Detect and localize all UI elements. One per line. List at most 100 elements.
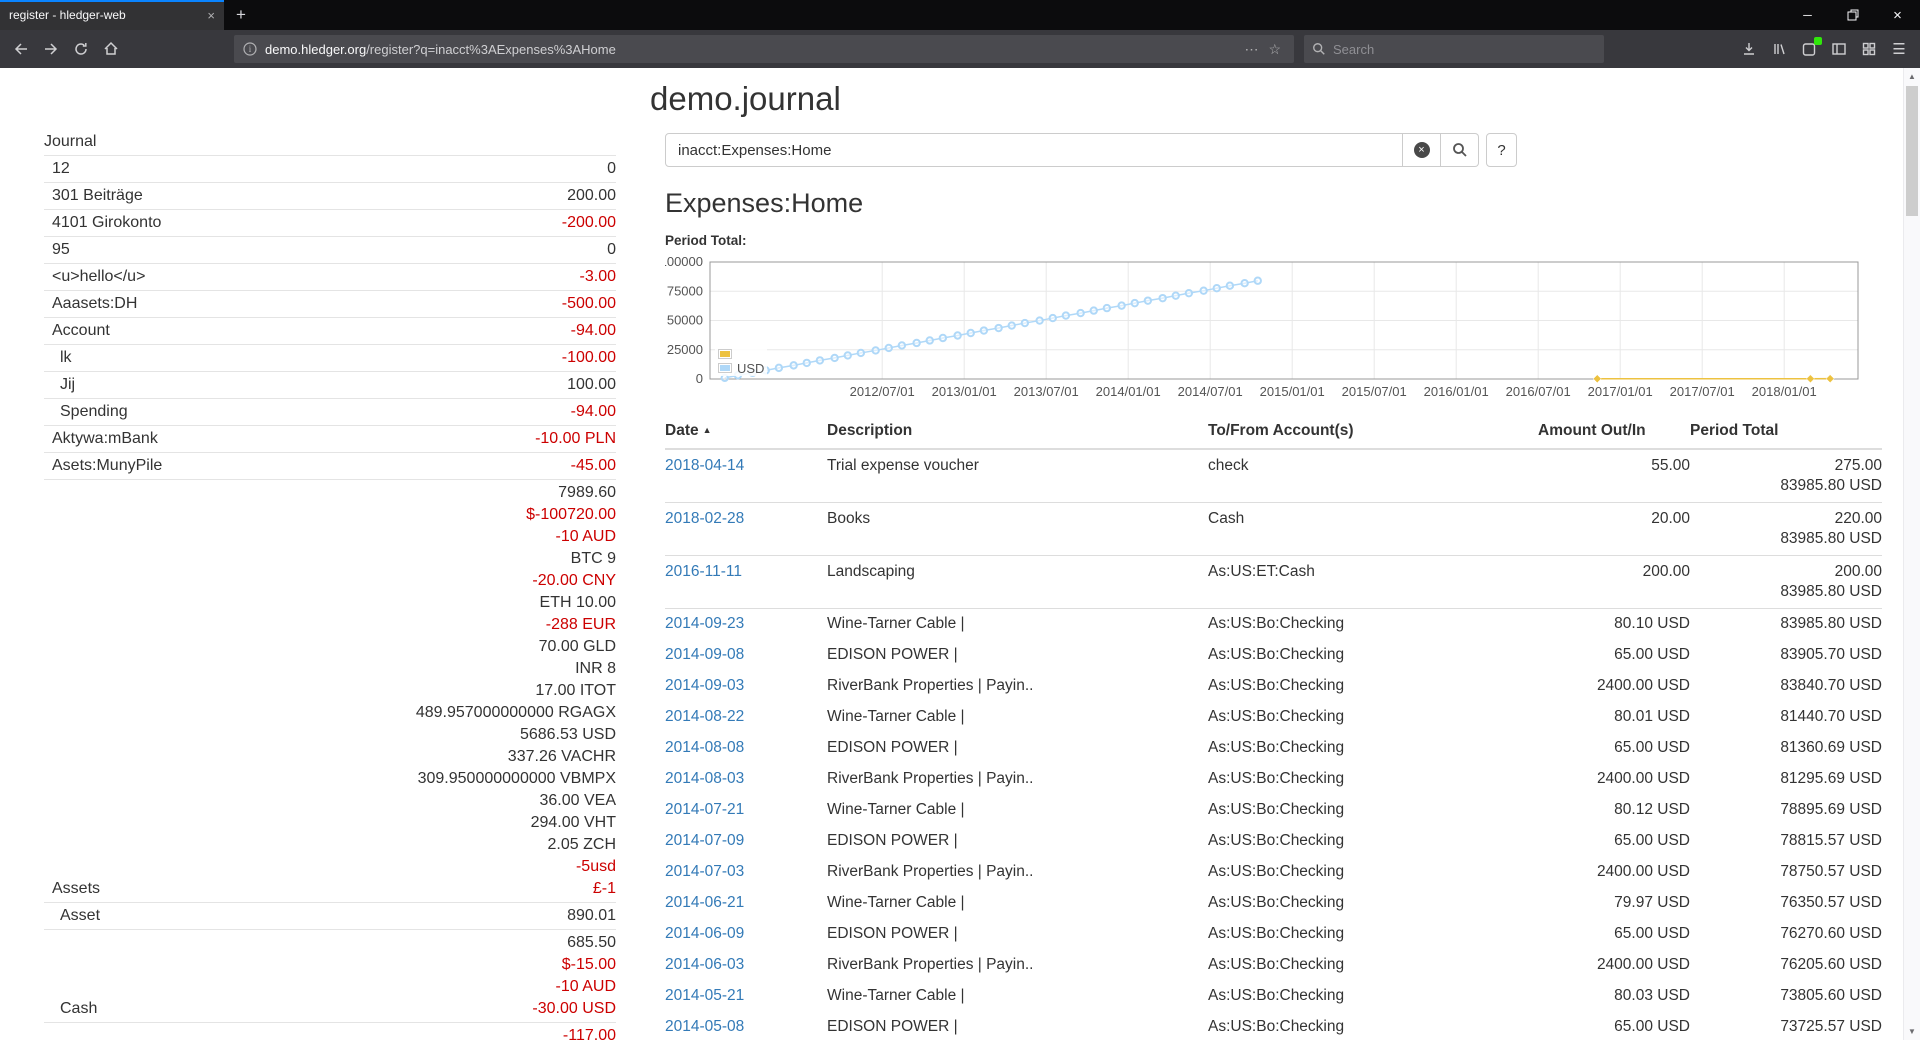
register-date-cell: 2014-08-22 — [665, 702, 827, 733]
scroll-down-arrow-icon[interactable]: ▼ — [1908, 1027, 1916, 1036]
sidebar-account-link[interactable]: <u>hello</u> — [52, 268, 146, 285]
apps-grid-icon[interactable] — [1854, 35, 1884, 63]
sidebar-account-link[interactable]: 12 — [52, 160, 70, 177]
home-button[interactable] — [96, 35, 126, 63]
register-amount-cell: 65.00 USD — [1614, 832, 1690, 849]
sidebar-account-balance: 100.00 — [567, 374, 616, 396]
register-account-cell: As:US:Bo:Checking — [1208, 863, 1345, 880]
url-bar[interactable]: i demo.hledger.org/register?q=inacct%3AE… — [234, 35, 1294, 63]
register-date-link[interactable]: 2014-08-08 — [665, 739, 745, 756]
downloads-icon[interactable] — [1734, 35, 1764, 63]
register-description-cell: Landscaping — [827, 555, 1208, 609]
page-title: demo.journal — [650, 80, 841, 117]
window-minimize-button[interactable]: ─ — [1803, 8, 1812, 22]
period-total-line: 83985.80 USD — [1780, 477, 1882, 494]
journal-link[interactable]: Journal — [44, 133, 97, 150]
sort-by-date-link[interactable]: Date — [665, 422, 699, 439]
navigation-toolbar: i demo.hledger.org/register?q=inacct%3AE… — [0, 30, 1920, 68]
sidebar-account-link[interactable]: Aktywa:mBank — [52, 430, 158, 447]
sidebar-account-link[interactable]: Assets — [52, 880, 101, 897]
library-icon[interactable] — [1764, 35, 1794, 63]
reload-button[interactable] — [66, 35, 96, 63]
sidebar-account-link[interactable]: Spending — [60, 403, 128, 420]
svg-text:50000: 50000 — [667, 313, 703, 328]
register-row: 2014-09-03 RiverBank Properties | Payin..… — [665, 671, 1882, 702]
register-date-link[interactable]: 2018-04-14 — [665, 457, 745, 474]
window-close-button[interactable]: × — [1893, 6, 1902, 24]
tab-close-icon[interactable]: × — [207, 7, 215, 23]
balance-amount: -10 AUD — [555, 978, 616, 995]
register-date-link[interactable]: 2014-07-09 — [665, 832, 745, 849]
scroll-up-arrow-icon[interactable]: ▲ — [1908, 72, 1916, 81]
register-date-link[interactable]: 2014-06-09 — [665, 925, 745, 942]
register-date-link[interactable]: 2018-02-28 — [665, 510, 745, 527]
legend-entry: USD — [718, 361, 764, 376]
register-date-link[interactable]: 2014-09-23 — [665, 615, 745, 632]
sidebar-account-link[interactable]: lk — [60, 349, 72, 366]
clear-query-button[interactable]: × — [1403, 133, 1441, 167]
sidebar-account-link[interactable]: Jij — [60, 376, 76, 393]
register-description-cell: Trial expense voucher — [827, 448, 1208, 503]
register-date-link[interactable]: 2014-05-08 — [665, 1018, 745, 1035]
search-submit-button[interactable] — [1441, 133, 1479, 167]
balance-amount: 0 — [607, 241, 616, 258]
query-input[interactable] — [665, 133, 1403, 167]
menu-icon[interactable]: ☰ — [1892, 41, 1906, 58]
browser-search-bar[interactable]: Search — [1304, 35, 1604, 63]
forward-button[interactable] — [36, 35, 66, 63]
sidebar-toggle-icon[interactable] — [1824, 35, 1854, 63]
bookmark-star-icon[interactable]: ☆ — [1268, 40, 1281, 57]
page-actions-icon[interactable]: ⋯ — [1244, 40, 1259, 57]
sidebar-account-link[interactable]: Asset — [60, 907, 101, 924]
site-info-icon[interactable]: i — [242, 41, 258, 57]
register-row: 2018-02-28 Books Cash 20.00 220.00 83985.80 U… — [665, 502, 1882, 556]
register-date-link[interactable]: 2014-08-22 — [665, 708, 745, 725]
sidebar-account-link[interactable]: Aaasets:DH — [52, 295, 138, 312]
register-account-cell: As:US:Bo:Checking — [1208, 608, 1538, 640]
register-date-link[interactable]: 2014-09-03 — [665, 677, 745, 694]
svg-text:2013/07/01: 2013/07/01 — [1014, 384, 1079, 399]
balance-amount: -100.00 — [561, 349, 616, 366]
sidebar-account-link[interactable]: 95 — [52, 241, 70, 258]
scrollbar-thumb[interactable] — [1906, 86, 1918, 216]
register-period-total-cell: 83985.80 USD — [1690, 608, 1882, 640]
search-help-button[interactable]: ? — [1486, 133, 1517, 167]
register-date-link[interactable]: 2014-09-08 — [665, 646, 745, 663]
register-main: × ? Expenses:Home Period Total: 0 25000 50… — [660, 133, 1882, 1040]
period-total-line: 76350.57 USD — [1780, 894, 1882, 911]
extension-icon[interactable] — [1794, 35, 1824, 63]
sidebar-account-link[interactable]: Cash — [60, 1000, 98, 1017]
register-date-cell: 2014-09-23 — [665, 608, 827, 640]
window-restore-button[interactable] — [1830, 0, 1875, 30]
register-account-cell: As:US:Bo:Checking — [1208, 987, 1345, 1004]
register-date-link[interactable]: 2014-06-21 — [665, 894, 745, 911]
register-amount-cell: 79.97 USD — [1614, 894, 1690, 911]
register-date-link[interactable]: 2014-06-03 — [665, 956, 745, 973]
register-date-cell: 2014-08-03 — [665, 764, 827, 795]
svg-text:75000: 75000 — [667, 283, 703, 298]
period-total-label: Period Total: — [665, 233, 747, 248]
browser-tab[interactable]: register - hledger-web × — [0, 0, 224, 30]
register-amount-cell: 80.12 USD — [1614, 801, 1690, 818]
register-amount-cell: 2400.00 USD — [1596, 770, 1690, 787]
new-tab-button[interactable]: + — [236, 5, 246, 24]
sidebar-account-link[interactable]: Asets:MunyPile — [52, 457, 163, 474]
register-date-link[interactable]: 2014-07-21 — [665, 801, 745, 818]
register-date-link[interactable]: 2016-11-11 — [665, 563, 742, 580]
register-date-link[interactable]: 2014-05-21 — [665, 987, 745, 1004]
sidebar-account-link[interactable]: 301 Beiträge — [52, 187, 143, 204]
register-description-cell: EDISON POWER | — [827, 832, 958, 849]
sidebar-account-link[interactable]: 4101 Girokonto — [52, 214, 162, 231]
register-date-link[interactable]: 2014-08-03 — [665, 770, 745, 787]
register-account-cell: As:US:Bo:Checking — [1208, 925, 1345, 942]
chart-legend: USD — [715, 346, 768, 376]
register-amount-cell: 2400.00 USD — [1596, 677, 1690, 694]
back-button[interactable] — [6, 35, 36, 63]
sidebar-account-link[interactable]: Account — [52, 322, 110, 339]
sidebar-account-row: Asset 890.01 — [44, 902, 616, 929]
column-header-date[interactable]: Date ▲ — [665, 416, 827, 450]
page-scrollbar[interactable]: ▲ ▼ — [1903, 68, 1920, 1040]
register-date-link[interactable]: 2014-07-03 — [665, 863, 745, 880]
period-total-line: 83985.80 USD — [1780, 615, 1882, 632]
balance-amount: INR 8 — [575, 660, 616, 677]
